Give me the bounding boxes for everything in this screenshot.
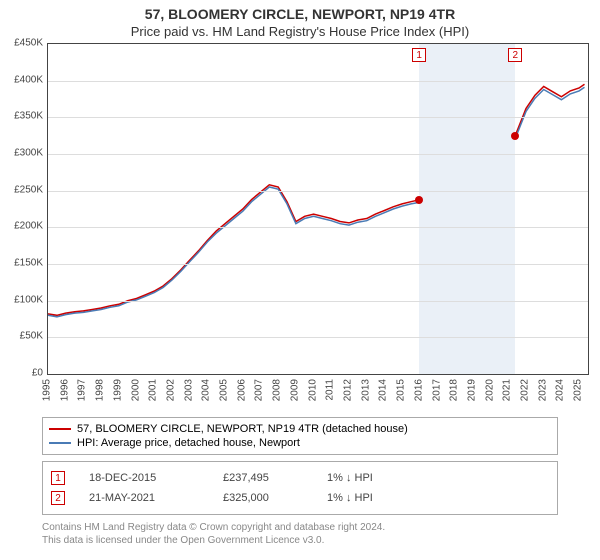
series-legend: 57, BLOOMERY CIRCLE, NEWPORT, NP19 4TR (…	[42, 417, 558, 455]
x-tick-label: 2020	[484, 379, 495, 401]
y-axis: £0£50K£100K£150K£200K£250K£300K£350K£400…	[5, 43, 43, 373]
x-tick-label: 2024	[555, 379, 566, 401]
sales-table: 1 18-DEC-2015 £237,495 1% ↓ HPI 2 21-MAY-2021…	[42, 461, 558, 515]
shaded-region	[419, 44, 515, 374]
legend-row: 57, BLOOMERY CIRCLE, NEWPORT, NP19 4TR (…	[49, 422, 551, 436]
legend-label: HPI: Average price, detached house, Newp…	[77, 437, 300, 449]
y-tick-label: £50K	[5, 331, 43, 342]
y-tick-label: £150K	[5, 258, 43, 269]
footer-line2: This data is licensed under the Open Gov…	[42, 534, 558, 547]
y-tick-label: £450K	[5, 38, 43, 49]
x-tick-label: 2007	[254, 379, 265, 401]
x-tick-label: 2009	[289, 379, 300, 401]
x-tick-label: 2015	[396, 379, 407, 401]
x-tick-label: 2014	[378, 379, 389, 401]
plot-area: 12	[47, 43, 589, 375]
y-tick-label: £300K	[5, 148, 43, 159]
x-tick-label: 2023	[537, 379, 548, 401]
sale-dot	[415, 196, 423, 204]
x-tick-label: 2016	[413, 379, 424, 401]
x-tick-label: 2003	[183, 379, 194, 401]
sales-row: 1 18-DEC-2015 £237,495 1% ↓ HPI	[51, 468, 549, 488]
x-tick-label: 2010	[307, 379, 318, 401]
x-tick-label: 2006	[236, 379, 247, 401]
sale-date: 18-DEC-2015	[89, 472, 199, 484]
gridline	[48, 264, 588, 265]
chart-subtitle: Price paid vs. HM Land Registry's House …	[0, 22, 600, 43]
legend-swatch	[49, 442, 71, 444]
chart-title: 57, BLOOMERY CIRCLE, NEWPORT, NP19 4TR	[0, 0, 600, 22]
sale-date: 21-MAY-2021	[89, 492, 199, 504]
x-tick-label: 2018	[449, 379, 460, 401]
gridline	[48, 191, 588, 192]
chart-wrapper: £0 £50K £100K £150K £200K £250K £300K £350K £400…	[5, 43, 595, 413]
gridline	[48, 337, 588, 338]
sales-marker-box: 2	[51, 491, 65, 505]
gridline	[48, 301, 588, 302]
sale-hpi: 1% ↓ HPI	[327, 472, 549, 484]
y-tick-label: £200K	[5, 221, 43, 232]
x-tick-label: 1998	[95, 379, 106, 401]
legend-label: 57, BLOOMERY CIRCLE, NEWPORT, NP19 4TR (…	[77, 423, 408, 435]
y-tick-label: £400K	[5, 74, 43, 85]
footer-note: Contains HM Land Registry data © Crown c…	[42, 521, 558, 547]
x-tick-label: 2004	[201, 379, 212, 401]
y-tick-label: £350K	[5, 111, 43, 122]
x-tick-label: 1997	[77, 379, 88, 401]
x-tick-label: 2012	[342, 379, 353, 401]
footer-line1: Contains HM Land Registry data © Crown c…	[42, 521, 558, 534]
x-axis: 1995199619971998199920002001200220032004…	[47, 375, 587, 413]
x-tick-label: 2011	[325, 379, 336, 401]
sale-price: £325,000	[223, 492, 303, 504]
x-tick-label: 2022	[520, 379, 531, 401]
y-tick-label: £250K	[5, 184, 43, 195]
y-tick-label: £0	[5, 368, 43, 379]
x-tick-label: 2021	[502, 379, 513, 401]
x-tick-label: 2008	[272, 379, 283, 401]
sale-marker-box: 2	[508, 48, 522, 62]
x-tick-label: 2019	[466, 379, 477, 401]
sale-marker-box: 1	[412, 48, 426, 62]
x-tick-label: 1995	[42, 379, 53, 401]
sale-dot	[511, 132, 519, 140]
x-tick-label: 2013	[360, 379, 371, 401]
legend-row: HPI: Average price, detached house, Newp…	[49, 436, 551, 450]
x-tick-label: 1999	[112, 379, 123, 401]
sale-hpi: 1% ↓ HPI	[327, 492, 549, 504]
x-tick-label: 2000	[130, 379, 141, 401]
y-tick-label: £100K	[5, 294, 43, 305]
x-tick-label: 2017	[431, 379, 442, 401]
gridline	[48, 154, 588, 155]
gridline	[48, 227, 588, 228]
legend-swatch	[49, 428, 71, 430]
sales-row: 2 21-MAY-2021 £325,000 1% ↓ HPI	[51, 488, 549, 508]
x-tick-label: 2025	[573, 379, 584, 401]
sales-marker-box: 1	[51, 471, 65, 485]
x-tick-label: 2001	[148, 379, 159, 401]
gridline	[48, 81, 588, 82]
x-tick-label: 2005	[219, 379, 230, 401]
gridline	[48, 117, 588, 118]
x-tick-label: 1996	[59, 379, 70, 401]
x-tick-label: 2002	[165, 379, 176, 401]
sale-price: £237,495	[223, 472, 303, 484]
